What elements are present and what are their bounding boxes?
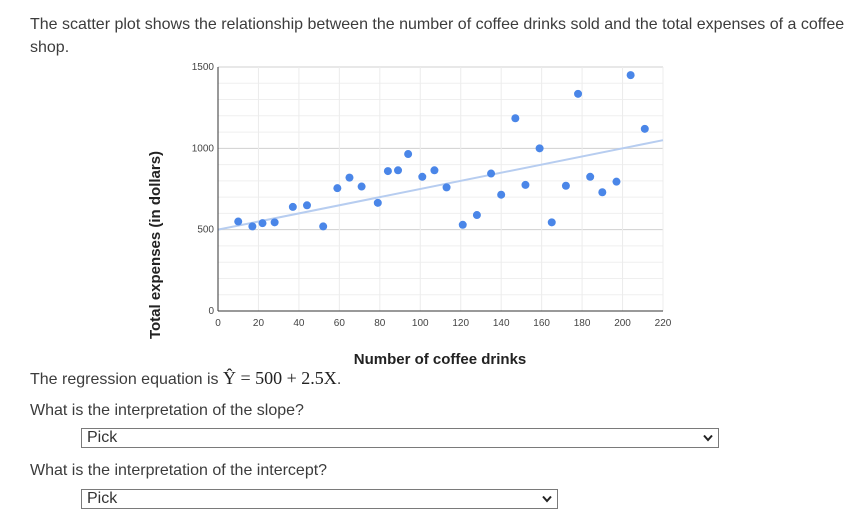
intercept-select[interactable]: Pick xyxy=(81,489,558,509)
data-point xyxy=(535,144,544,153)
data-point xyxy=(288,202,297,211)
regression-equation: Ŷ = 500 + 2.5X xyxy=(223,368,337,388)
data-point xyxy=(248,222,257,231)
y-axis-title: Total expenses (in dollars) xyxy=(147,151,164,339)
axes: 0 20 40 60 80 100 120 140 160 180 200 220 0 500 1000 15… xyxy=(192,62,672,329)
x-tick-label: 100 xyxy=(412,318,429,329)
data-point xyxy=(586,172,595,181)
data-point xyxy=(303,201,311,210)
data-points xyxy=(234,71,649,231)
regression-prefix: The regression equation is xyxy=(30,371,223,388)
y-tick-label: 1500 xyxy=(192,62,215,73)
x-tick-label: 20 xyxy=(253,318,265,329)
data-point xyxy=(497,190,506,199)
data-point xyxy=(383,167,392,176)
x-tick-label: 160 xyxy=(533,318,550,329)
data-point xyxy=(430,166,439,175)
x-tick-label: 0 xyxy=(215,318,221,329)
x-tick-label: 140 xyxy=(493,318,510,329)
regression-suffix: . xyxy=(336,371,342,388)
x-tick-label: 180 xyxy=(574,318,591,329)
data-point xyxy=(442,183,451,192)
x-tick-label: 120 xyxy=(452,318,469,329)
data-point xyxy=(373,198,382,207)
data-point xyxy=(547,218,556,227)
data-point xyxy=(561,181,570,190)
data-point xyxy=(521,180,530,189)
x-tick-label: 80 xyxy=(374,318,386,329)
scatter-plot: 0 20 40 60 80 100 120 140 160 180 200 220 0 500 1000 15… xyxy=(147,62,672,368)
data-point xyxy=(345,173,354,182)
x-tick-label: 200 xyxy=(614,318,631,329)
trendline xyxy=(217,139,664,231)
y-tick-label: 1000 xyxy=(192,143,215,154)
data-point xyxy=(270,218,279,227)
intro-text: The scatter plot shows the relationship … xyxy=(30,16,845,56)
data-point xyxy=(404,150,413,159)
data-point xyxy=(234,217,243,226)
grid-lines xyxy=(217,66,664,312)
data-point xyxy=(418,172,427,181)
x-tick-label: 220 xyxy=(655,318,672,329)
x-tick-label: 60 xyxy=(334,318,346,329)
data-point xyxy=(472,211,481,220)
data-point xyxy=(487,169,496,178)
intercept-select-value: Pick xyxy=(87,490,118,507)
data-point xyxy=(612,177,621,186)
data-point xyxy=(640,124,649,133)
data-point xyxy=(319,222,328,231)
data-point xyxy=(511,114,520,123)
trendline-group xyxy=(217,139,664,231)
data-point xyxy=(357,182,366,191)
x-axis-title: Number of coffee drinks xyxy=(354,351,527,368)
data-point xyxy=(626,71,635,80)
data-point xyxy=(458,220,467,229)
chevron-down-icon xyxy=(542,495,552,503)
intercept-question: What is the interpretation of the interc… xyxy=(30,462,328,479)
data-point xyxy=(574,89,583,98)
slope-question: What is the interpretation of the slope? xyxy=(30,402,304,419)
slope-select-value: Pick xyxy=(87,429,118,446)
data-point xyxy=(333,184,342,193)
x-tick-label: 40 xyxy=(293,318,305,329)
chevron-down-icon xyxy=(703,434,713,442)
data-point xyxy=(598,188,607,197)
slope-select[interactable]: Pick xyxy=(81,428,719,448)
y-tick-label: 0 xyxy=(208,306,214,317)
data-point xyxy=(258,219,267,228)
regression-line: The regression equation is Ŷ = 500 + 2.5… xyxy=(30,368,341,389)
data-point xyxy=(394,166,403,175)
y-tick-label: 500 xyxy=(197,225,214,236)
